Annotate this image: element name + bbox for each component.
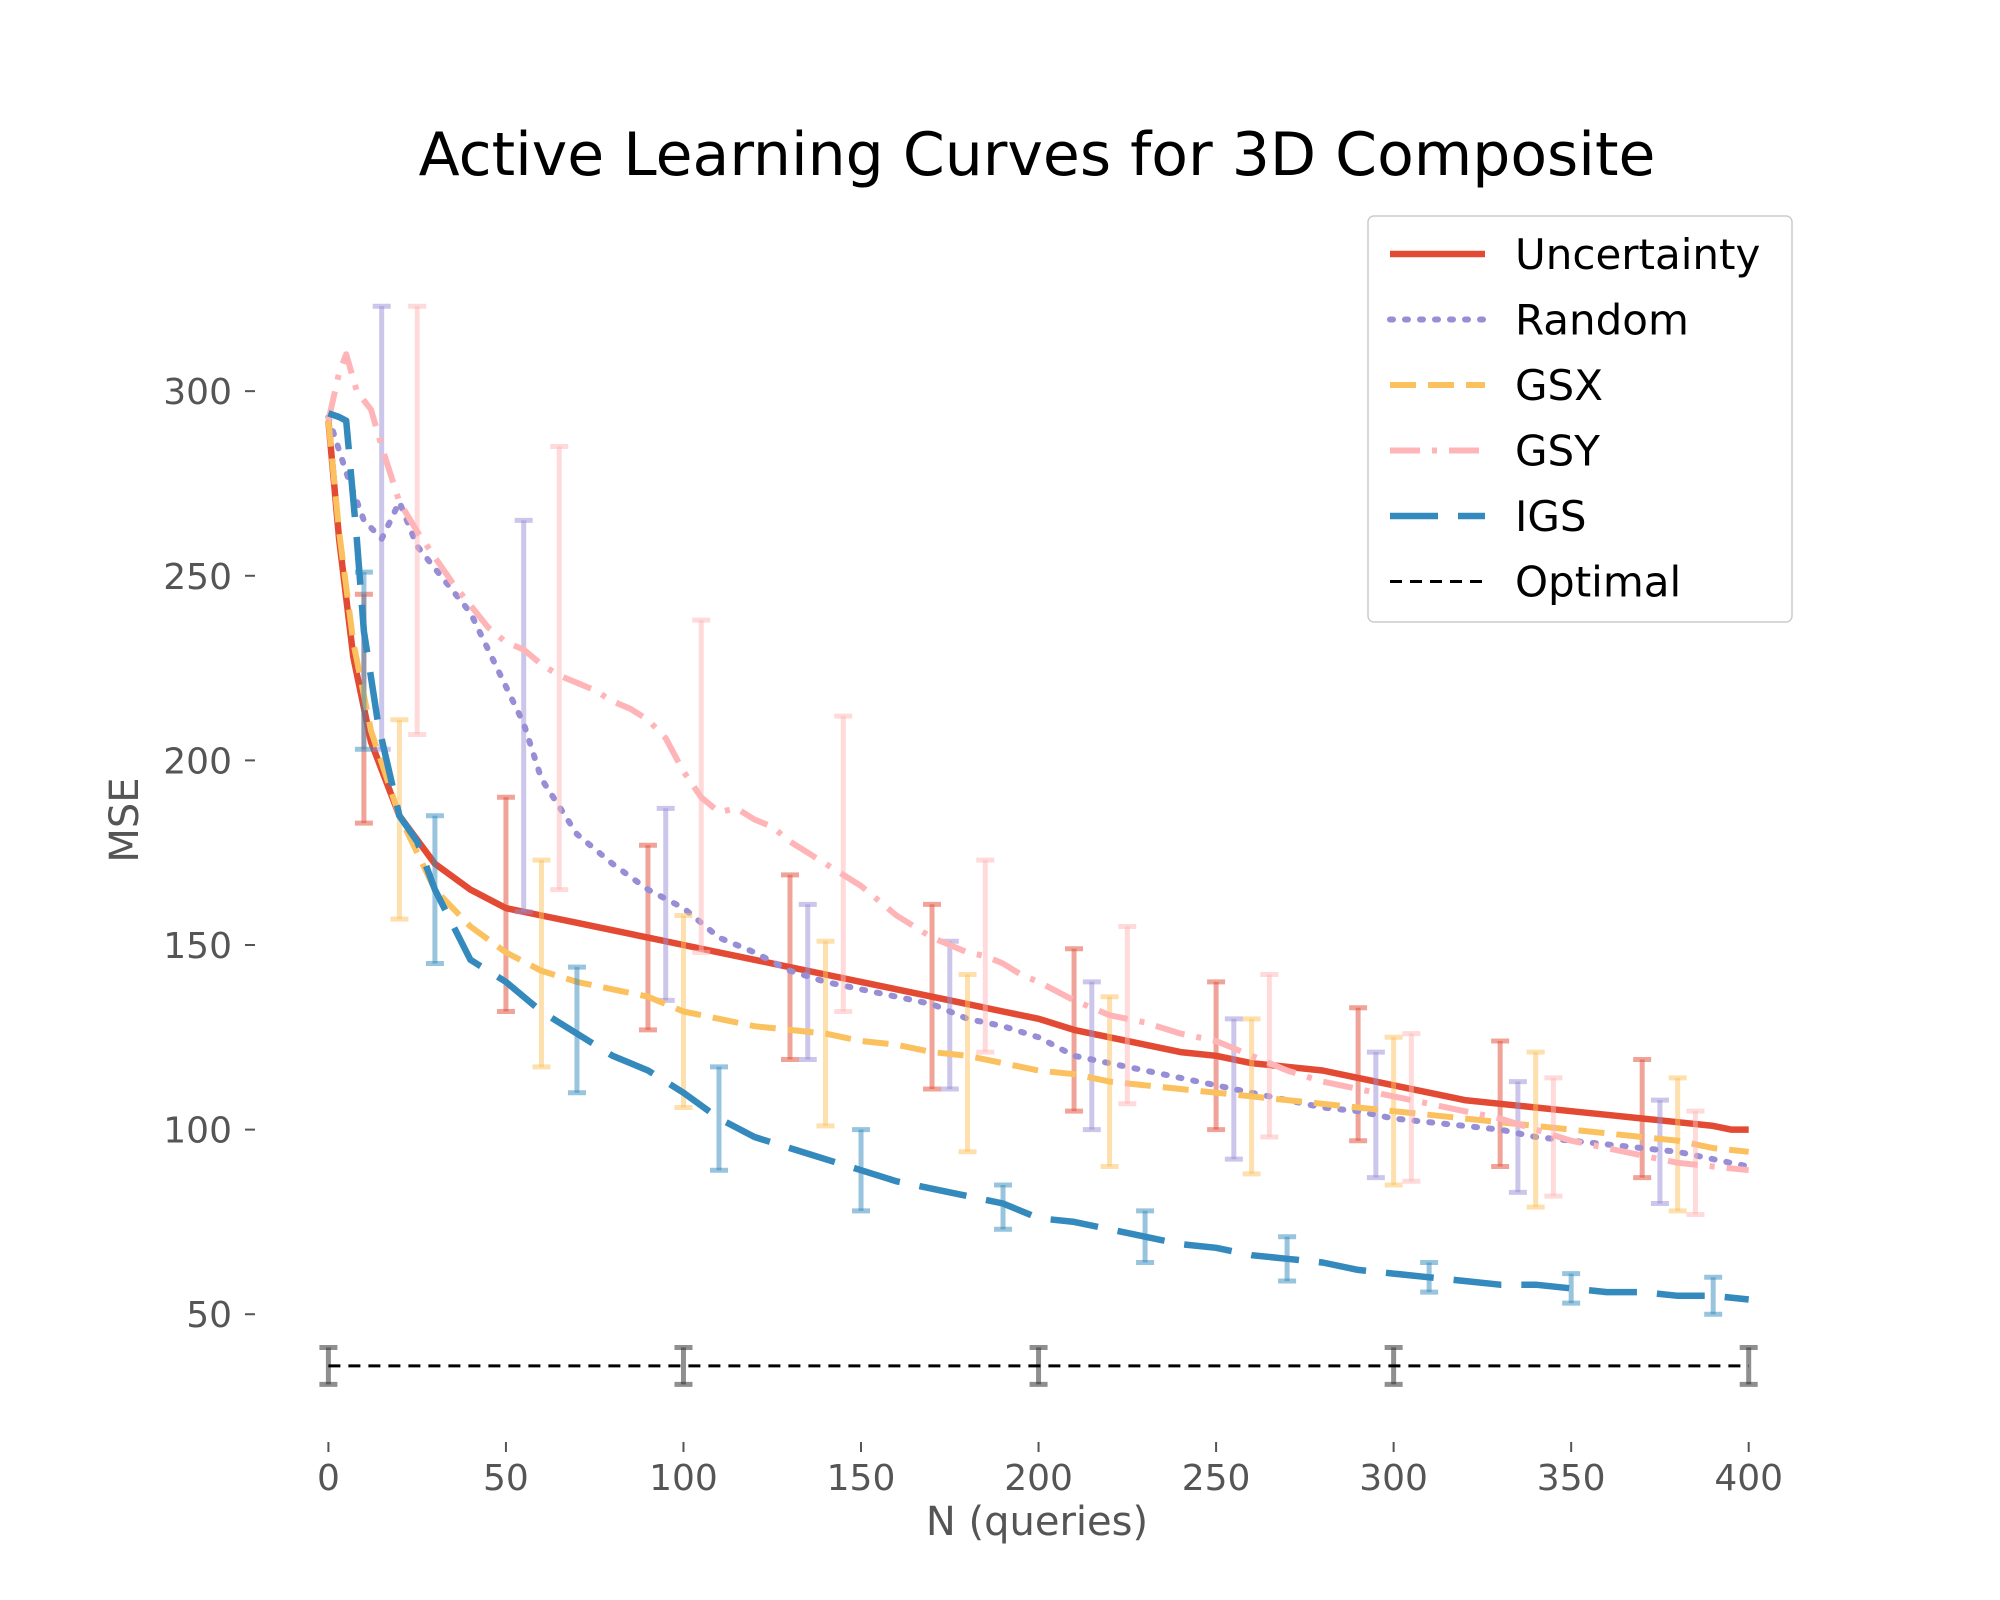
x-tick-label: 50	[483, 1458, 529, 1499]
y-tick-label: 50	[186, 1295, 232, 1336]
y-tick-label: 100	[163, 1111, 232, 1152]
legend-label-optimal: Optimal	[1515, 558, 1681, 607]
errorbar-igs	[994, 1182, 1013, 1232]
errorbar-random	[798, 901, 817, 1062]
errorbar-random	[940, 938, 959, 1092]
x-tick-label: 250	[1182, 1458, 1251, 1499]
errorbar-gsy	[976, 857, 995, 1055]
line-gsx	[325, 420, 1750, 1155]
errorbar-uncertainty	[496, 794, 515, 1014]
series-igs	[327, 410, 1750, 1317]
errorbar-gsy	[692, 617, 711, 955]
legend-label-gsy: GSY	[1515, 427, 1600, 476]
errorbar-random	[1082, 979, 1101, 1133]
y-axis-ticks: 50 100 150 200 250 300	[163, 372, 255, 1336]
errorbar-igs	[1562, 1271, 1581, 1306]
y-tick-label: 150	[163, 926, 232, 967]
errorbar-gsy	[1118, 924, 1137, 1107]
x-tick-label: 100	[649, 1458, 718, 1499]
plot-area	[319, 303, 1758, 1387]
errorbar-igs	[709, 1064, 728, 1173]
chart-title: Active Learning Curves for 3D Composite	[419, 120, 1656, 190]
legend-label-igs: IGS	[1515, 492, 1587, 541]
y-tick-label: 200	[163, 741, 232, 782]
x-tick-label: 400	[1714, 1458, 1783, 1499]
x-tick-label: 0	[317, 1458, 340, 1499]
errorbar-uncertainty	[1349, 1005, 1368, 1144]
y-tick-label: 300	[163, 372, 232, 413]
errorbar-random	[1650, 1097, 1669, 1206]
x-tick-label: 200	[1004, 1458, 1073, 1499]
legend-label-uncertainty: Uncertainty	[1515, 230, 1760, 279]
errorbar-gsy	[550, 444, 569, 893]
errorbar-gsy	[1260, 972, 1279, 1140]
line-gsy	[325, 351, 1750, 1174]
errorbar-gsy	[1402, 1031, 1421, 1184]
errorbar-gsx	[958, 972, 977, 1155]
x-tick-label: 150	[827, 1458, 896, 1499]
errorbar-optimal	[674, 1344, 693, 1387]
errorbar-gsx	[1668, 1075, 1687, 1214]
line-uncertainty	[325, 420, 1749, 1133]
line-igs	[327, 410, 1750, 1303]
errorbar-gsx	[1526, 1049, 1545, 1210]
legend-box	[1367, 215, 1793, 623]
legend-label-gsx: GSX	[1515, 361, 1603, 410]
errorbar-random	[1224, 1016, 1243, 1162]
legend-label-random: Random	[1515, 296, 1689, 345]
errorbar-gsy	[834, 713, 853, 1014]
series-gsx	[325, 420, 1750, 1214]
series-optimal	[319, 1344, 1758, 1387]
x-tick-label: 350	[1537, 1458, 1606, 1499]
errorbar-igs	[1704, 1274, 1723, 1317]
errorbar-random	[1366, 1049, 1385, 1181]
y-tick-label: 250	[163, 557, 232, 598]
errorbar-random	[514, 517, 533, 915]
errorbar-gsy	[408, 303, 427, 738]
x-axis-ticks: 0 50 100 150 200 250 300 350 400	[317, 1442, 1783, 1499]
errorbar-random	[1508, 1079, 1527, 1195]
legend: Uncertainty Random GSX GSY IGS Optimal	[1367, 215, 1793, 623]
x-tick-label: 300	[1359, 1458, 1428, 1499]
errorbar-gsx	[532, 857, 551, 1070]
x-axis-label: N (queries)	[926, 1499, 1148, 1545]
y-axis-label: MSE	[102, 777, 148, 862]
series-gsy	[325, 303, 1750, 1218]
